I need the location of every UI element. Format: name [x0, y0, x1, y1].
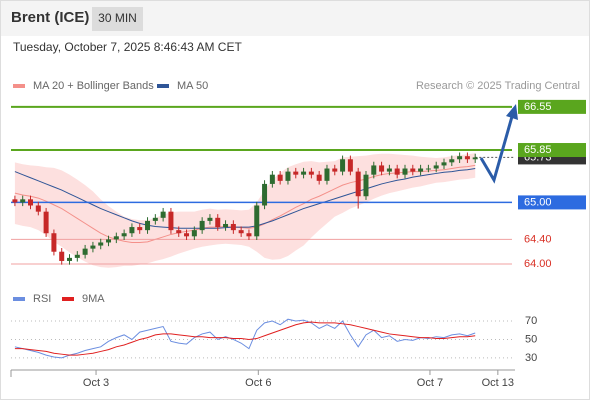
candle-body — [464, 156, 470, 160]
candle-body — [35, 205, 41, 212]
candle-body — [215, 217, 221, 228]
candle-body — [59, 251, 65, 261]
candle-body — [441, 162, 447, 166]
ma50-line — [14, 168, 476, 229]
candle-body — [340, 159, 346, 172]
candle-body — [113, 236, 119, 240]
candle-body — [238, 230, 244, 234]
candle-body — [67, 257, 73, 261]
forecast-arrow — [479, 112, 515, 184]
timeframe[interactable]: 30 MIN — [98, 11, 137, 25]
candle-body — [230, 223, 236, 231]
x-tick-label: Oct 6 — [245, 377, 271, 389]
candle-body — [246, 233, 252, 237]
candle-body — [277, 174, 283, 181]
candle-body — [168, 211, 174, 231]
candle-body — [199, 220, 205, 231]
legend-swatch — [13, 84, 25, 88]
candle-body — [433, 165, 439, 169]
level-label: 65.85 — [524, 144, 552, 156]
candle-body — [386, 168, 392, 172]
legend-label: MA 50 — [177, 80, 208, 92]
candle-body — [371, 165, 377, 175]
level-label: 65.00 — [524, 196, 552, 208]
candle-body — [43, 211, 49, 234]
candle-body — [425, 168, 431, 170]
y-tick-label: 70 — [525, 315, 537, 327]
candle-body — [410, 168, 416, 172]
candle-body — [129, 227, 135, 234]
candle-body — [332, 168, 338, 172]
legend-swatch — [157, 84, 169, 88]
candle-body — [74, 254, 80, 258]
y-tick-label: 30 — [525, 352, 537, 364]
candle-body — [324, 168, 330, 181]
forecast-arrowhead — [506, 104, 518, 120]
candle-body — [184, 233, 190, 237]
candle-body — [191, 230, 197, 237]
credit: Research © 2025 Trading Central — [416, 80, 580, 92]
x-tick-label: Oct 7 — [417, 377, 443, 389]
level-box — [518, 99, 586, 114]
candle-body — [449, 159, 455, 163]
candle-body — [285, 171, 291, 181]
level-box — [518, 195, 586, 210]
legend-swatch — [13, 297, 25, 301]
candle-body — [457, 156, 463, 160]
legend-label: 9MA — [82, 293, 105, 305]
candle-body — [254, 205, 260, 237]
candle-body — [145, 220, 151, 231]
x-tick-label: Oct 13 — [482, 377, 514, 389]
candle-body — [355, 171, 361, 197]
candle-body — [207, 217, 213, 221]
candle-body — [472, 157, 478, 160]
candle-body — [262, 183, 268, 206]
candle-body — [12, 199, 18, 203]
rsi-line — [14, 318, 476, 359]
candle-body — [160, 211, 166, 218]
level-label: 64.40 — [524, 233, 552, 245]
candle-body — [316, 174, 322, 181]
candle-body — [418, 168, 424, 172]
candle-body — [98, 242, 104, 246]
candle-body — [51, 233, 57, 252]
candle-body — [176, 230, 182, 234]
y-tick-label: 50 — [525, 333, 537, 345]
candle-body — [293, 171, 299, 175]
candle-body — [223, 223, 229, 228]
candle-body — [90, 245, 96, 249]
candle-body — [269, 174, 275, 184]
candle-body — [137, 227, 143, 231]
candle-body — [106, 239, 112, 243]
timeframe-button[interactable] — [92, 7, 143, 31]
candle-body — [363, 174, 369, 197]
legend-label: MA 20 + Bollinger Bands — [33, 80, 154, 92]
legend-swatch — [62, 297, 74, 301]
candle-body — [28, 199, 34, 206]
candle-body — [82, 248, 88, 255]
candle-body — [301, 171, 307, 175]
candle-body — [308, 171, 314, 175]
rsi-ma-line — [14, 321, 476, 356]
level-label: 66.55 — [524, 101, 552, 113]
candle-body — [379, 165, 385, 172]
level-label: 64.00 — [524, 258, 552, 270]
legend-label: RSI — [33, 293, 51, 305]
candle-body — [121, 233, 127, 237]
level-box — [518, 143, 586, 158]
x-tick-label: Oct 3 — [83, 377, 109, 389]
candle-body — [347, 159, 353, 172]
symbol: Brent (ICE) — [11, 9, 89, 26]
candle-body — [402, 168, 408, 175]
candle-body — [152, 217, 158, 221]
candle-body — [394, 168, 400, 175]
candle-body — [20, 199, 26, 203]
timestamp: Tuesday, October 7, 2025 8:46:43 AM CET — [13, 40, 242, 54]
